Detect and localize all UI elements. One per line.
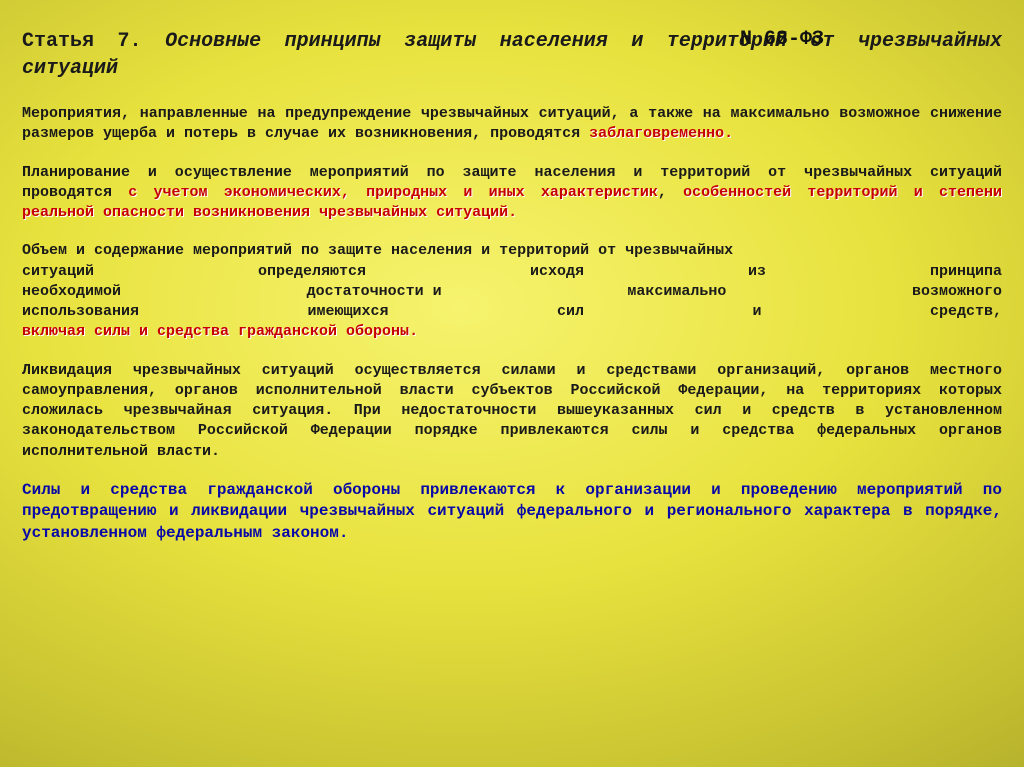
p1-text: Мероприятия, направленные на предупрежде… xyxy=(22,105,1002,142)
p2-highlight-1: с учетом экономических, природных и иных… xyxy=(128,184,658,201)
p3-w: использования xyxy=(22,302,139,322)
p3-w: и xyxy=(752,302,761,322)
paragraph-5: Силы и средства гражданской обороны прив… xyxy=(22,480,1002,545)
p3-w: ситуаций xyxy=(22,262,94,282)
p3-line3: необходимой достаточности и максимально … xyxy=(22,282,1002,302)
p3-w: средств, xyxy=(930,302,1002,322)
p2-text-b: , xyxy=(658,184,683,201)
article-number: Статья 7. xyxy=(22,30,142,53)
article-title: Статья 7. Основные принципы защиты насел… xyxy=(22,28,1002,82)
p3-line1: Объем и содержание мероприятий по защите… xyxy=(22,241,1002,261)
p3-w: достаточности и xyxy=(307,282,442,302)
p3-w: определяются xyxy=(258,262,366,282)
p3-w: принципа xyxy=(930,262,1002,282)
article-name: Основные принципы защиты населения и тер… xyxy=(22,30,1002,80)
p3-w: возможного xyxy=(912,282,1002,302)
paragraph-3: Объем и содержание мероприятий по защите… xyxy=(22,241,1002,342)
p3-w: исходя xyxy=(530,262,584,282)
p3-w: из xyxy=(748,262,766,282)
paragraph-2: Планирование и осуществление мероприятий… xyxy=(22,163,1002,224)
law-number: N 68-ФЗ xyxy=(740,28,824,51)
p1-highlight: заблаговременно. xyxy=(589,125,733,142)
p3-line2: ситуаций определяются исходя из принципа xyxy=(22,262,1002,282)
p3-w: необходимой xyxy=(22,282,121,302)
paragraph-4: Ликвидация чрезвычайных ситуаций осущест… xyxy=(22,361,1002,462)
p3-highlight: включая силы и средства гражданской обор… xyxy=(22,322,1002,342)
p3-w: максимально xyxy=(627,282,726,302)
p3-w: имеющихся xyxy=(308,302,389,322)
paragraph-1: Мероприятия, направленные на предупрежде… xyxy=(22,104,1002,145)
p3-w: сил xyxy=(557,302,584,322)
p3-line4: использования имеющихся сил и средств, xyxy=(22,302,1002,322)
